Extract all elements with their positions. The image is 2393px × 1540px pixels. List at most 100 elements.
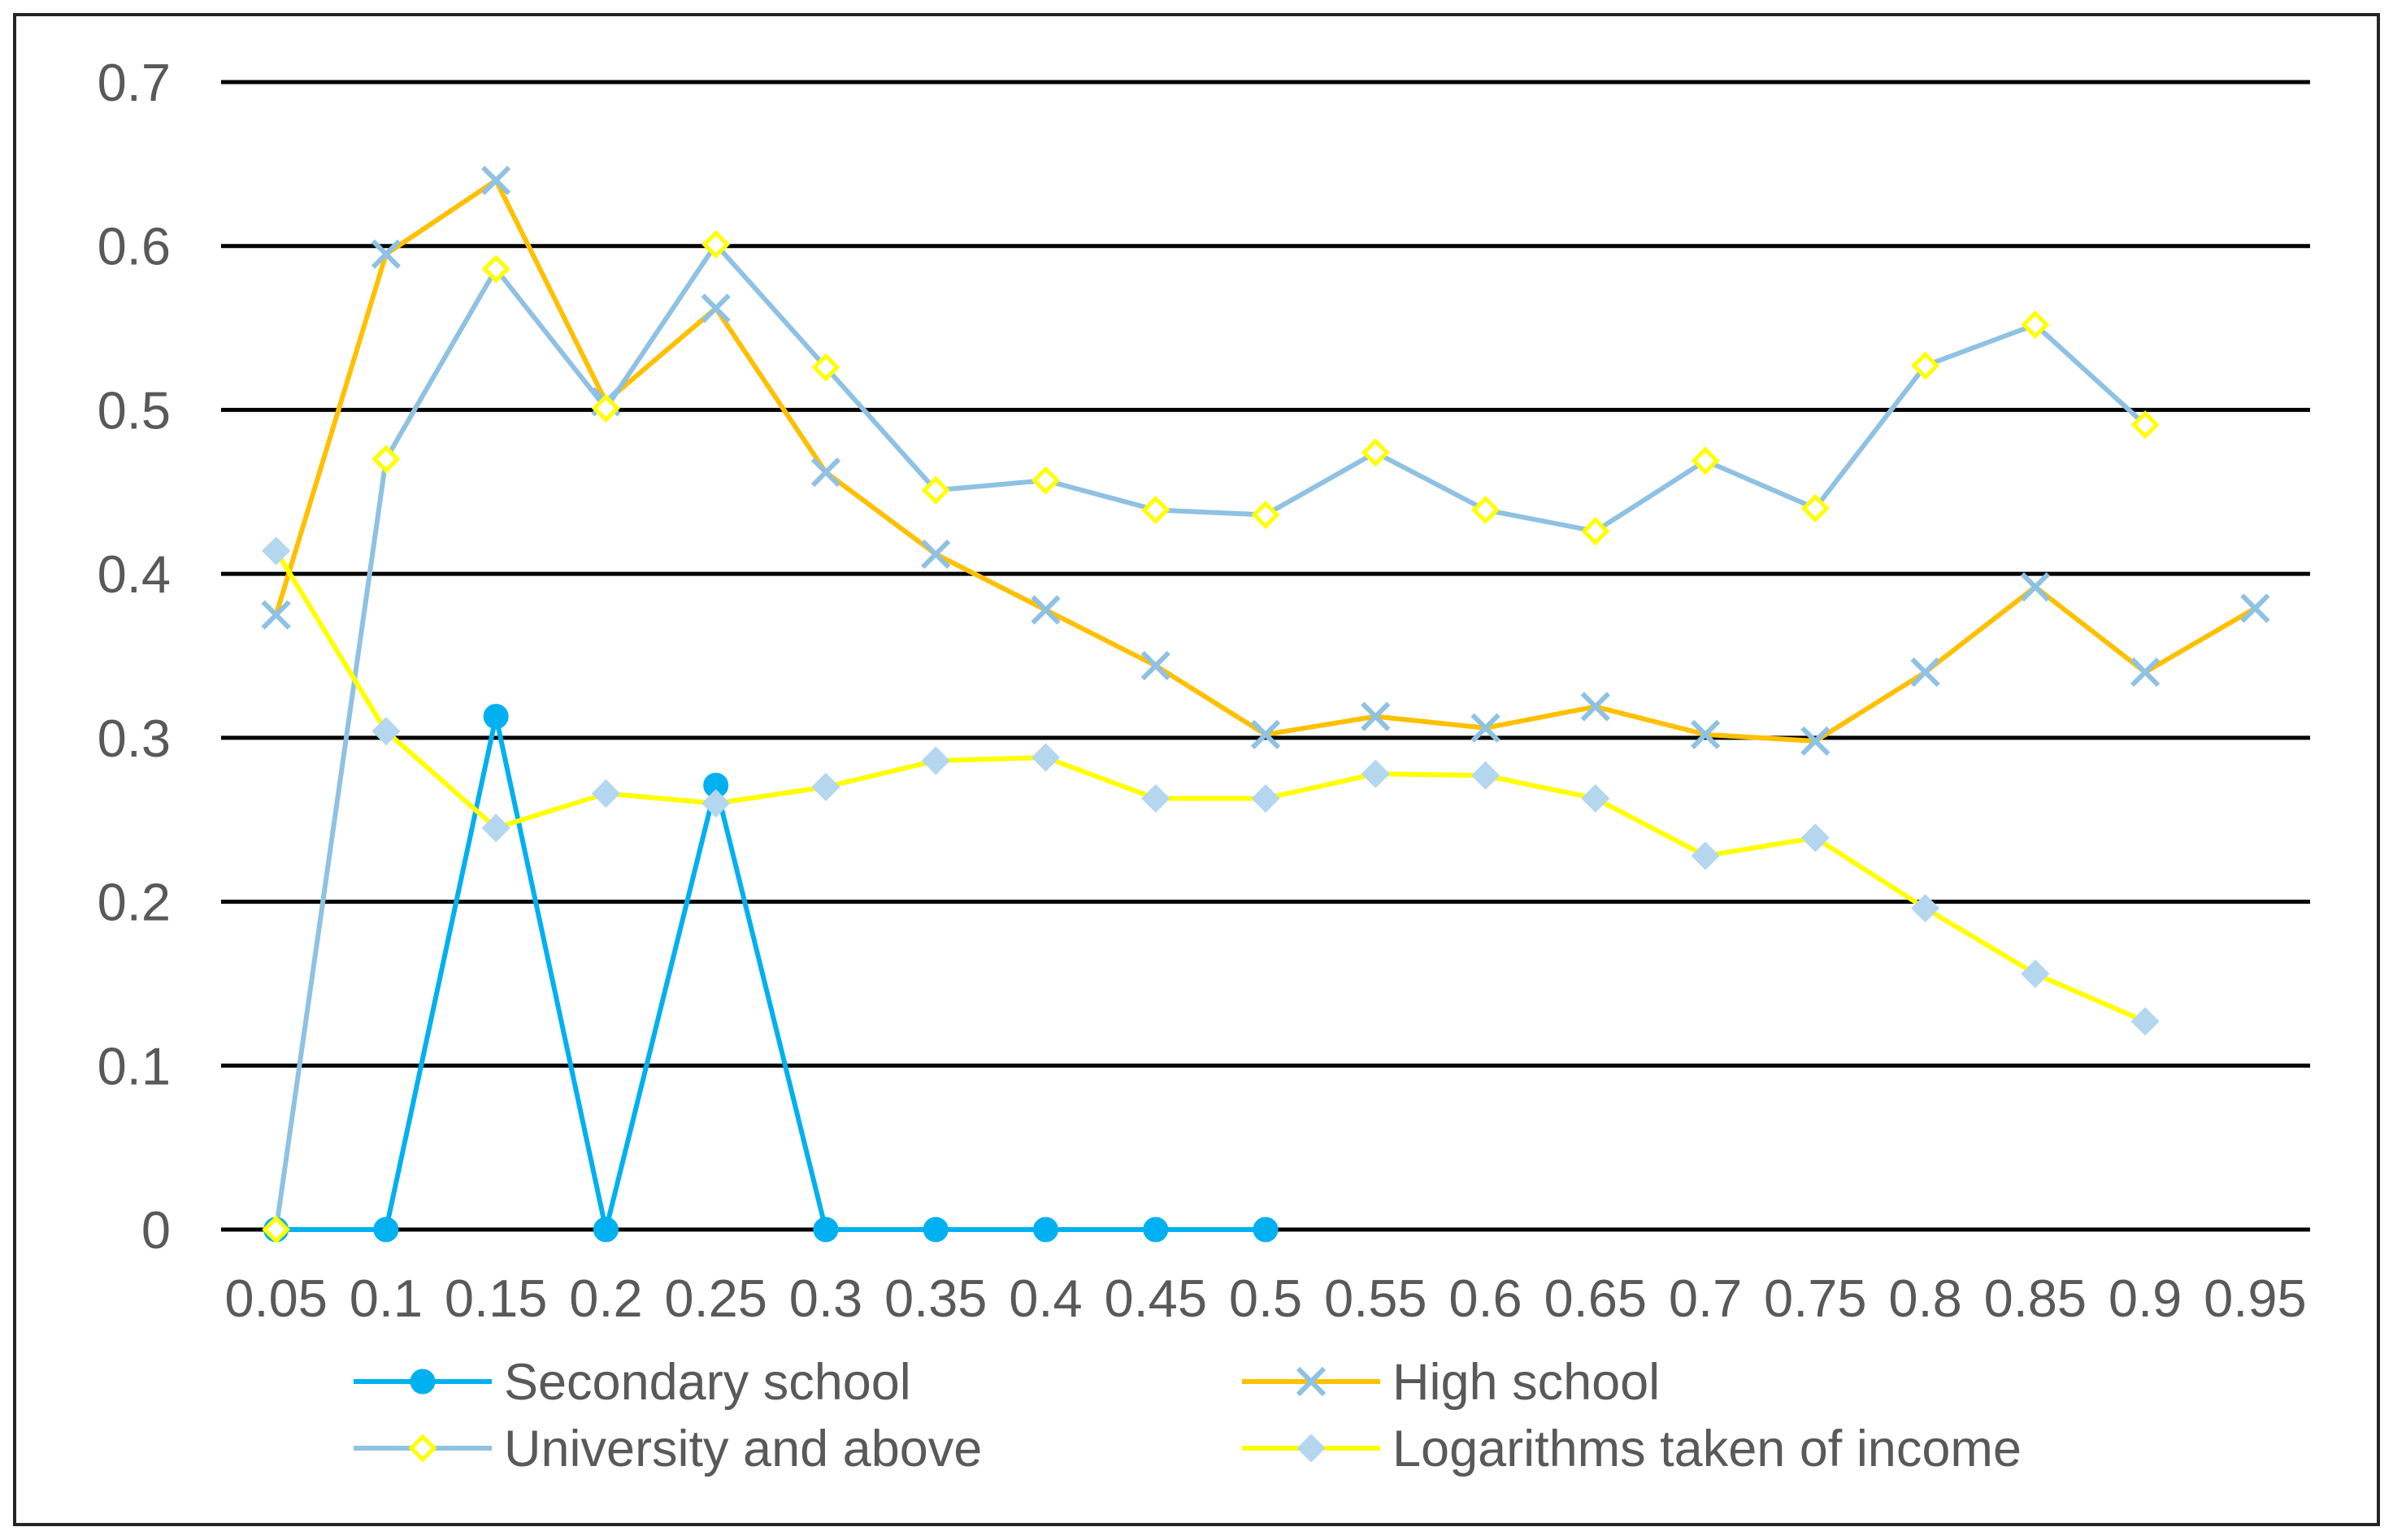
series-markers-logarithms-taken-of-income xyxy=(262,536,2160,1036)
data-point-logarithms-taken-of-income xyxy=(591,779,620,808)
marker-stroke-b xyxy=(1690,719,1721,749)
legend-swatch-marker xyxy=(408,1434,437,1463)
data-point-university-and-above xyxy=(1800,493,1830,523)
data-point-university-and-above xyxy=(1361,438,1390,467)
data-point-high-school xyxy=(1690,719,1721,749)
marker-stroke-b xyxy=(261,600,291,630)
data-point-university-and-above xyxy=(2021,310,2050,340)
series-line-secondary-school xyxy=(276,714,1266,1232)
x-tick-label: 0.75 xyxy=(1764,1269,1867,1328)
x-tick-label: 0.45 xyxy=(1104,1269,1207,1328)
series-line-university-and-above xyxy=(273,241,2148,1230)
marker-stroke-b xyxy=(1140,650,1170,681)
marker-stroke-b xyxy=(1470,713,1501,743)
y-tick-label: 0.7 xyxy=(98,53,171,112)
y-tick-label: 0.3 xyxy=(98,709,171,768)
x-tick-label: 0.4 xyxy=(1009,1269,1082,1328)
marker-stroke-b xyxy=(2240,593,2270,623)
data-point-university-and-above xyxy=(2130,410,2160,440)
y-tick-label: 0.6 xyxy=(98,217,171,276)
data-point-logarithms-taken-of-income xyxy=(1470,761,1501,790)
data-point-logarithms-taken-of-income xyxy=(1800,823,1830,852)
marker-stroke-b xyxy=(1250,719,1281,749)
x-tick-label: 0.55 xyxy=(1324,1269,1427,1328)
marker-stroke-b xyxy=(810,457,841,488)
y-tick-label: 0.2 xyxy=(98,873,171,932)
data-point-high-school xyxy=(1140,650,1170,681)
data-point-logarithms-taken-of-income xyxy=(2130,1007,2160,1036)
marker-stroke-b xyxy=(1296,1366,1327,1397)
data-point-university-and-above xyxy=(1581,517,1610,546)
marker-stroke-b xyxy=(1580,692,1610,722)
x-tick-label: 0.1 xyxy=(350,1269,423,1328)
data-point-logarithms-taken-of-income xyxy=(1581,783,1610,813)
data-point-high-school xyxy=(2020,572,2050,602)
data-point-high-school xyxy=(1031,595,1061,625)
data-point-university-and-above xyxy=(1911,351,1940,380)
marker-stroke-b xyxy=(2130,657,2161,688)
data-point-logarithms-taken-of-income xyxy=(1691,841,1720,870)
data-point-logarithms-taken-of-income xyxy=(1361,759,1390,788)
data-point-secondary-school xyxy=(483,704,509,730)
data-point-university-and-above xyxy=(701,230,731,259)
legend-entry-university-and-above: University and above xyxy=(354,1421,982,1477)
x-tick-label: 0.7 xyxy=(1669,1269,1742,1328)
data-point-logarithms-taken-of-income xyxy=(481,813,510,843)
legend-swatch-marker xyxy=(1296,1366,1327,1397)
data-point-high-school xyxy=(1800,726,1831,757)
legend-swatch-marker xyxy=(1296,1434,1326,1463)
data-point-university-and-above xyxy=(811,353,840,382)
marker-stroke-b xyxy=(1800,726,1831,757)
marker-stroke-b xyxy=(921,539,951,570)
marker-stroke-b xyxy=(701,293,731,323)
data-point-logarithms-taken-of-income xyxy=(1251,783,1280,813)
series-line-logarithms-taken-of-income xyxy=(274,549,2147,1024)
legend-swatch-marker xyxy=(410,1369,436,1395)
x-tick-label: 0.65 xyxy=(1544,1269,1648,1328)
data-point-secondary-school xyxy=(373,1217,399,1243)
x-tick-label: 0.15 xyxy=(445,1269,548,1328)
data-point-logarithms-taken-of-income xyxy=(921,746,950,775)
data-point-high-school xyxy=(481,165,511,196)
legend-entry-high-school: High school xyxy=(1242,1354,1660,1411)
data-point-secondary-school xyxy=(1032,1217,1058,1243)
series-markers-university-and-above xyxy=(262,230,2160,1244)
x-axis-ticks: 0.05 0.1 0.15 0.2 0.25 0.3 0.35 0.4 0.45 0.5 0.55 0… xyxy=(224,1269,2306,1328)
series-layer xyxy=(261,165,2270,1244)
x-tick-label: 0.5 xyxy=(1229,1269,1302,1328)
data-point-university-and-above xyxy=(481,254,510,284)
legend-entry-secondary-school: Secondary school xyxy=(354,1354,911,1411)
data-point-logarithms-taken-of-income xyxy=(701,789,731,818)
x-tick-label: 0.95 xyxy=(2204,1269,2307,1328)
y-tick-label: 0.5 xyxy=(98,380,171,440)
data-point-high-school xyxy=(371,239,402,269)
data-point-university-and-above xyxy=(1470,495,1501,525)
x-tick-label: 0.6 xyxy=(1448,1269,1522,1328)
legend-label: University and above xyxy=(504,1421,982,1477)
data-point-high-school xyxy=(810,457,841,488)
data-point-logarithms-taken-of-income xyxy=(1911,894,1940,923)
chart-frame xyxy=(13,13,2380,1526)
data-point-high-school xyxy=(921,539,951,570)
data-point-high-school xyxy=(1580,692,1610,722)
y-tick-label: 0.1 xyxy=(98,1036,171,1095)
data-point-secondary-school xyxy=(813,1217,839,1243)
data-point-secondary-school xyxy=(593,1217,619,1243)
legend-label: Secondary school xyxy=(504,1354,911,1411)
data-point-university-and-above xyxy=(262,1215,291,1244)
data-point-university-and-above xyxy=(921,475,950,505)
x-tick-label: 0.2 xyxy=(569,1269,642,1328)
data-point-high-school xyxy=(1361,701,1391,731)
data-point-high-school xyxy=(261,600,291,630)
marker-stroke-b xyxy=(1031,595,1061,625)
legend: Secondary school High school University an… xyxy=(354,1354,2022,1477)
x-tick-label: 0.35 xyxy=(884,1269,988,1328)
marker-stroke-b xyxy=(1361,701,1391,731)
y-tick-label: 0 xyxy=(141,1200,171,1260)
x-tick-label: 0.05 xyxy=(224,1269,328,1328)
data-point-secondary-school xyxy=(1143,1217,1169,1243)
legend-label: High school xyxy=(1392,1354,1660,1411)
x-tick-label: 0.85 xyxy=(1984,1269,2087,1328)
legend-entry-logarithms-taken-of-income: Logarithms taken of income xyxy=(1242,1421,2022,1477)
